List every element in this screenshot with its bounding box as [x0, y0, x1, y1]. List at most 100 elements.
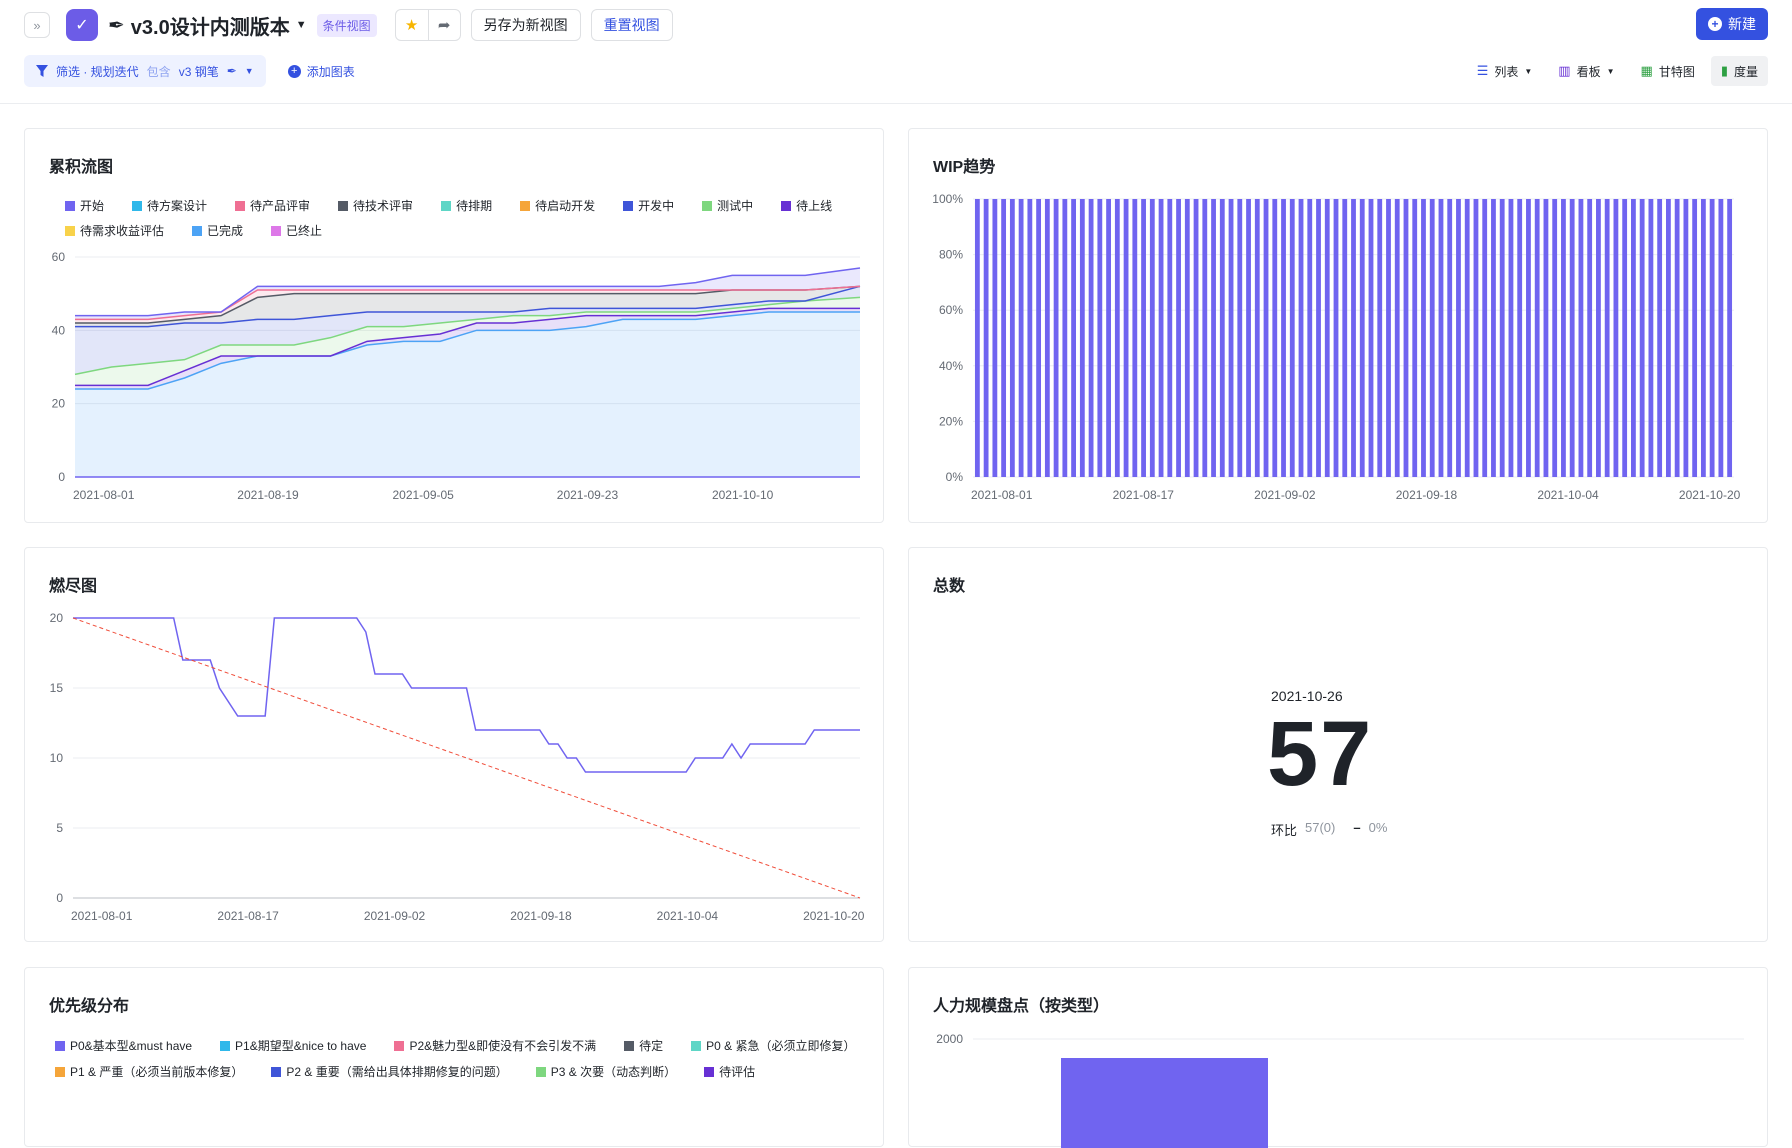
legend-item[interactable]: 待技术评审	[338, 197, 413, 214]
legend-item[interactable]: P1&期望型&nice to have	[220, 1037, 366, 1054]
legend-item[interactable]: 待产品评审	[235, 197, 310, 214]
gantt-icon: ▦	[1640, 63, 1653, 78]
top-bar: » ✓ ✒ v3.0设计内测版本 ▼ 条件视图 ★ ➦ 另存为新视图 重置视图 …	[0, 0, 1792, 104]
x-tick-label: 2021-10-20	[1679, 488, 1741, 502]
legend-swatch	[220, 1040, 231, 1051]
view-title[interactable]: ✒ v3.0设计内测版本 ▼	[108, 11, 307, 40]
wip-bar	[1333, 199, 1339, 477]
chevron-down-icon: ▼	[295, 19, 307, 31]
wip-bar	[1114, 199, 1120, 477]
wip-bar	[1561, 199, 1566, 477]
wip-bar	[1027, 199, 1033, 477]
wip-bar	[1106, 199, 1111, 477]
icon-button-group: ★ ➦	[394, 9, 461, 41]
legend-item[interactable]: 测试中	[702, 197, 753, 214]
legend-item[interactable]: 待评估	[704, 1063, 755, 1080]
legend-item[interactable]: P0&基本型&must have	[55, 1037, 192, 1054]
legend-swatch	[520, 200, 531, 211]
legend-item[interactable]: 待启动开发	[520, 197, 595, 214]
wip-bar	[1184, 199, 1190, 477]
wip-bar	[1071, 199, 1076, 477]
wip-bar	[1386, 199, 1391, 477]
wip-bar	[1447, 199, 1453, 477]
wip-bar	[1088, 199, 1094, 477]
add-chart-button[interactable]: + 添加图表	[287, 63, 355, 80]
view-switcher: ☰ 列表 ▼ ▥ 看板 ▼ ▦ 甘特图 ▮ 度量	[1467, 56, 1768, 86]
pen-icon: ✒	[226, 64, 237, 78]
pen-icon: ✒	[108, 14, 125, 37]
view-list[interactable]: ☰ 列表 ▼	[1467, 56, 1543, 86]
legend-item[interactable]: 待方案设计	[132, 197, 207, 214]
legend-label: P0 & 紧急（必须立即修复）	[706, 1039, 856, 1053]
x-tick-label: 2021-10-04	[657, 909, 719, 923]
wip-bar	[1631, 199, 1636, 477]
x-tick-label: 2021-09-02	[1254, 488, 1316, 502]
legend-label: P1 & 严重（必须当前版本修复）	[70, 1065, 244, 1079]
wip-bar	[1438, 199, 1444, 477]
legend-item[interactable]: 待上线	[781, 197, 832, 214]
legend-item[interactable]: 已完成	[192, 222, 243, 239]
wip-bar	[1491, 199, 1496, 477]
legend-item[interactable]: 开发中	[623, 197, 674, 214]
legend-swatch	[132, 200, 143, 211]
view-metrics[interactable]: ▮ 度量	[1710, 56, 1768, 86]
legend-item[interactable]: P2 & 重要（需给出具体排期修复的问题）	[271, 1063, 508, 1080]
y-tick-label: 20%	[939, 414, 963, 428]
y-tick-label: 2000	[936, 1032, 963, 1046]
legend-label: P1&期望型&nice to have	[235, 1039, 367, 1053]
x-tick-label: 2021-08-17	[1113, 488, 1175, 502]
y-tick-label: 15	[50, 681, 64, 695]
save-as-view-button[interactable]: 另存为新视图	[470, 9, 581, 41]
legend-item[interactable]: P2&魅力型&即使没有不会引发不满	[394, 1037, 596, 1054]
legend-item[interactable]: P0 & 紧急（必须立即修复）	[691, 1037, 856, 1054]
legend-label: 待技术评审	[353, 199, 414, 213]
share-icon[interactable]: ➦	[427, 10, 460, 40]
new-button[interactable]: + 新建	[1696, 8, 1768, 40]
cfd-chart: 0 20 40 60 2021-08-01 2021-08-19 2021-09-05 202…	[52, 250, 861, 502]
series-line	[75, 311, 860, 390]
legend-swatch	[65, 200, 75, 211]
wip-bar	[1508, 199, 1514, 477]
legend-item[interactable]: P3 & 次要（动态判断）	[535, 1063, 676, 1080]
legend-item[interactable]: 待需求收益评估	[65, 222, 164, 239]
legend-swatch	[702, 200, 713, 211]
legend-item[interactable]: 已终止	[271, 222, 322, 239]
legend-item[interactable]: P1 & 严重（必须当前版本修复）	[55, 1063, 243, 1080]
chevron-down-icon: ▼	[1606, 66, 1615, 76]
legend-swatch	[441, 200, 452, 211]
add-chart-label: 添加图表	[306, 64, 355, 79]
wip-bar	[1202, 199, 1208, 477]
wip-bar	[1596, 199, 1601, 477]
legend-item[interactable]: 待排期	[441, 197, 492, 214]
reset-view-button[interactable]: 重置视图	[590, 9, 673, 41]
legend-item[interactable]: 待定	[624, 1037, 663, 1054]
wip-bar	[1272, 199, 1278, 477]
wip-bar	[1289, 199, 1295, 477]
view-type-tag: 条件视图	[316, 13, 377, 37]
wip-bar	[1482, 199, 1488, 477]
expand-sidebar-button[interactable]: »	[24, 12, 50, 38]
y-tick-label: 80%	[939, 248, 963, 262]
wip-bar	[1709, 199, 1715, 477]
wip-bar	[1018, 199, 1024, 477]
wip-bar	[1657, 199, 1663, 477]
view-gantt[interactable]: ▦ 甘特图	[1631, 56, 1705, 86]
double-chevron-right-icon: »	[33, 17, 41, 33]
star-icon[interactable]: ★	[404, 17, 419, 34]
legend-swatch	[624, 1040, 635, 1051]
legend-swatch	[271, 225, 282, 236]
wip-bar	[1254, 199, 1260, 477]
legend-label: 开发中	[638, 199, 675, 213]
filter-chip[interactable]: 筛选 · 规划迭代 包含 v3 钢笔 ✒ ▼	[24, 55, 266, 87]
wip-bar	[1552, 199, 1558, 477]
wip-bar	[1281, 199, 1286, 477]
filter-operator: 包含	[146, 64, 171, 79]
x-tick-label: 2021-08-01	[73, 488, 135, 502]
legend-item[interactable]: 开始	[65, 197, 104, 214]
wip-bar	[1298, 199, 1304, 477]
wip-bar	[1534, 199, 1540, 477]
wip-bar	[1053, 199, 1059, 477]
actual-line	[73, 617, 860, 773]
view-kanban[interactable]: ▥ 看板 ▼	[1548, 56, 1624, 86]
x-tick-label: 2021-10-10	[712, 488, 774, 502]
